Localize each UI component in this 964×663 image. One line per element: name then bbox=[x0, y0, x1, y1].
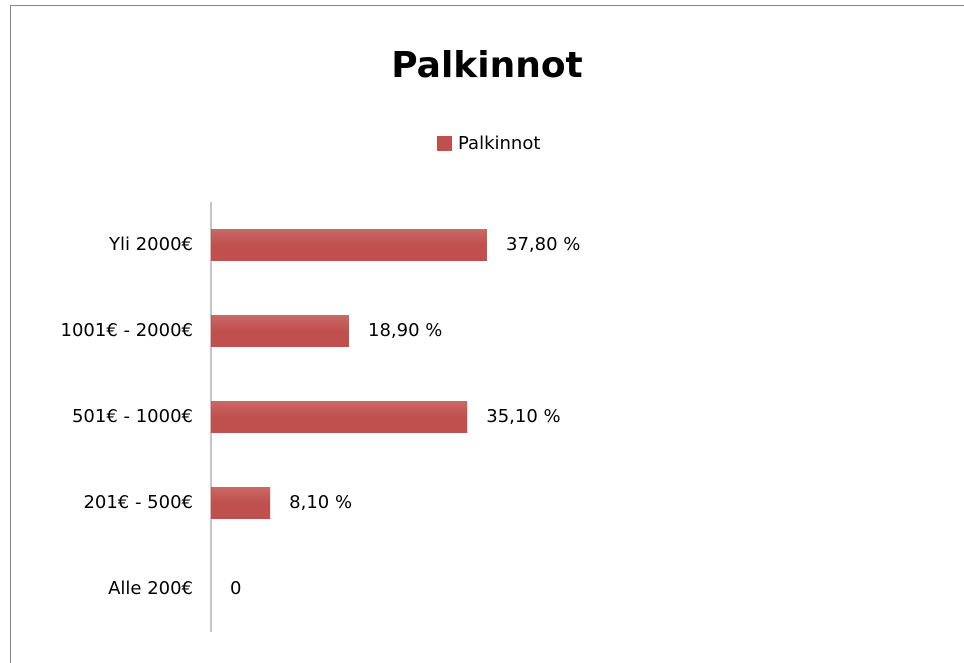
y-tick-label: Alle 200€ bbox=[108, 578, 193, 599]
bar bbox=[211, 487, 271, 519]
y-tick-label: 501€ - 1000€ bbox=[72, 406, 193, 427]
legend-swatch bbox=[437, 136, 452, 151]
data-label: 8,10 % bbox=[289, 492, 352, 513]
legend-label: Palkinnot bbox=[458, 133, 540, 154]
chart-title: Palkinnot bbox=[391, 45, 583, 86]
y-tick-label: 1001€ - 2000€ bbox=[61, 320, 193, 341]
bar bbox=[211, 229, 487, 261]
y-tick-label: 201€ - 500€ bbox=[83, 492, 193, 513]
data-label: 37,80 % bbox=[506, 234, 580, 255]
data-label: 18,90 % bbox=[368, 320, 442, 341]
chart-frame bbox=[10, 5, 964, 663]
bar bbox=[211, 315, 349, 347]
data-label: 0 bbox=[230, 578, 241, 599]
data-label: 35,10 % bbox=[486, 406, 560, 427]
y-tick-label: Yli 2000€ bbox=[108, 234, 193, 255]
bar bbox=[211, 401, 468, 433]
